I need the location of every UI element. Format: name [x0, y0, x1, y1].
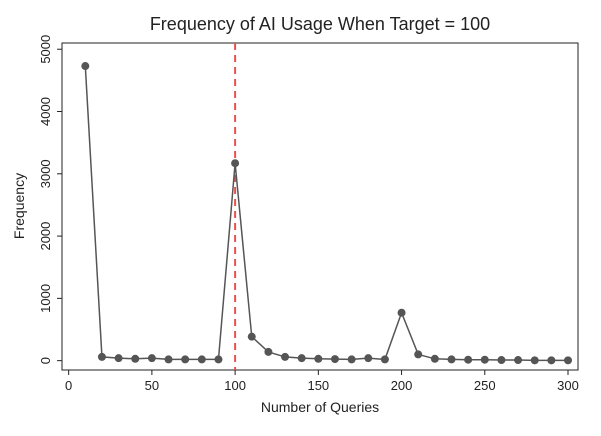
x-tick-label: 0: [65, 378, 72, 393]
data-point: [147, 354, 156, 363]
data-point: [330, 355, 339, 364]
data-point: [347, 355, 356, 364]
data-point: [264, 347, 273, 356]
data-point: [97, 352, 106, 361]
data-point: [530, 356, 539, 365]
data-point: [447, 355, 456, 364]
data-point: [430, 354, 439, 363]
y-tick-label: 2000: [38, 222, 53, 251]
data-point: [297, 354, 306, 363]
data-point: [564, 356, 573, 365]
y-tick-label: 3000: [38, 159, 53, 188]
plot-frame: [61, 42, 579, 371]
data-point: [281, 352, 290, 361]
data-point: [464, 355, 473, 364]
y-tick-label: 0: [38, 357, 53, 364]
data-point: [480, 355, 489, 364]
data-point: [380, 355, 389, 364]
data-point: [247, 332, 256, 341]
data-point: [364, 354, 373, 363]
x-tick-label: 50: [145, 378, 159, 393]
y-axis-label: Frequency: [11, 173, 27, 239]
data-point: [181, 355, 190, 364]
x-tick-label: 300: [557, 378, 579, 393]
data-point: [514, 356, 523, 365]
data-point: [81, 62, 90, 71]
data-point: [131, 354, 140, 363]
data-point: [414, 350, 423, 359]
x-axis-label: Number of Queries: [261, 399, 379, 415]
series-line: [84, 66, 569, 362]
data-point: [231, 159, 240, 168]
data-point: [497, 356, 506, 365]
y-tick-label: 4000: [38, 97, 53, 126]
data-point: [314, 354, 323, 363]
data-point: [214, 355, 223, 364]
data-point: [397, 308, 406, 317]
x-tick-label: 250: [474, 378, 496, 393]
y-tick-label: 1000: [38, 284, 53, 313]
data-point: [114, 354, 123, 363]
x-tick-label: 150: [307, 378, 329, 393]
x-tick-label: 100: [224, 378, 246, 393]
y-tick-label: 5000: [38, 35, 53, 64]
data-point: [547, 356, 556, 365]
x-tick-label: 200: [391, 378, 413, 393]
data-point: [164, 355, 173, 364]
chart-title: Frequency of AI Usage When Target = 100: [150, 14, 490, 34]
data-point: [197, 355, 206, 364]
